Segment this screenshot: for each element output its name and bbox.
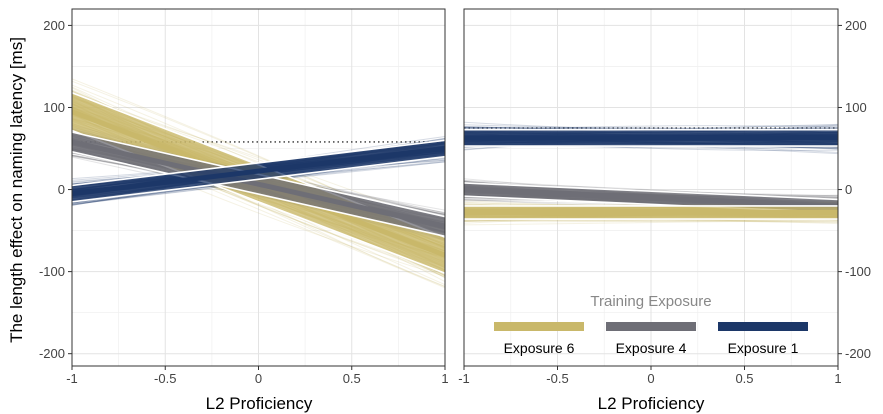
x-tick-label: 0: [647, 371, 654, 386]
legend-swatch-exposure-1: [718, 322, 808, 331]
left-x-axis-label: L2 Proficiency: [206, 394, 313, 413]
x-tick-label: 0.5: [735, 371, 753, 386]
x-tick-label: -0.5: [546, 371, 568, 386]
x-tick-label: 0: [255, 371, 262, 386]
y-tick-label: 100: [845, 100, 867, 115]
y-tick-label: -100: [845, 264, 871, 279]
band-lower-exposure-4: [72, 151, 445, 238]
series-line-exposure-4: [72, 139, 445, 229]
legend: Training Exposure Exposure 6 Exposure 4 Ex…: [494, 293, 808, 356]
x-tick-label: 1: [441, 371, 448, 386]
legend-title: Training Exposure: [590, 293, 711, 310]
x-tick-label: -0.5: [154, 371, 176, 386]
y-tick-label: -200: [39, 346, 65, 361]
right-x-axis-label: L2 Proficiency: [598, 394, 705, 413]
y-tick-label: 0: [845, 182, 852, 197]
band-lower-exposure-1: [72, 155, 445, 203]
y-tick-label: 200: [845, 18, 867, 33]
y-tick-label: 100: [43, 100, 65, 115]
x-tick-label: 1: [834, 371, 841, 386]
band-upper-exposure-4: [464, 182, 838, 201]
left-panel: -1 -0.5 0 0.5 1 200 100 0 -100 -200: [39, 8, 449, 386]
legend-label-exposure-1: Exposure 1: [728, 340, 799, 356]
legend-label-exposure-6: Exposure 6: [504, 340, 575, 356]
x-tick-label: -1: [458, 371, 470, 386]
plot-area: [72, 78, 445, 289]
x-tick-label: 0.5: [343, 371, 361, 386]
legend-swatch-exposure-6: [494, 322, 584, 331]
y-tick-label: -200: [845, 346, 871, 361]
y-tick-label: 200: [43, 18, 65, 33]
sample-line: [464, 124, 838, 130]
y-tick-label: -100: [39, 264, 65, 279]
y-tick-label: 0: [58, 182, 65, 197]
band-upper-exposure-1: [72, 139, 445, 187]
series-line-exposure-1: [72, 146, 445, 197]
sample-line: [464, 219, 838, 223]
x-tick-label: -1: [66, 371, 78, 386]
legend-swatch-exposure-4: [606, 322, 696, 331]
plot-area: [464, 121, 838, 226]
series-line-exposure-4: [464, 187, 838, 209]
sample-line: [464, 219, 838, 226]
legend-label-exposure-4: Exposure 4: [616, 340, 687, 356]
y-axis-label: The length effect on naming latency [ms]: [7, 37, 26, 343]
right-panel: -1 -0.5 0 0.5 1 200 100 0 -100 -200: [458, 8, 871, 386]
